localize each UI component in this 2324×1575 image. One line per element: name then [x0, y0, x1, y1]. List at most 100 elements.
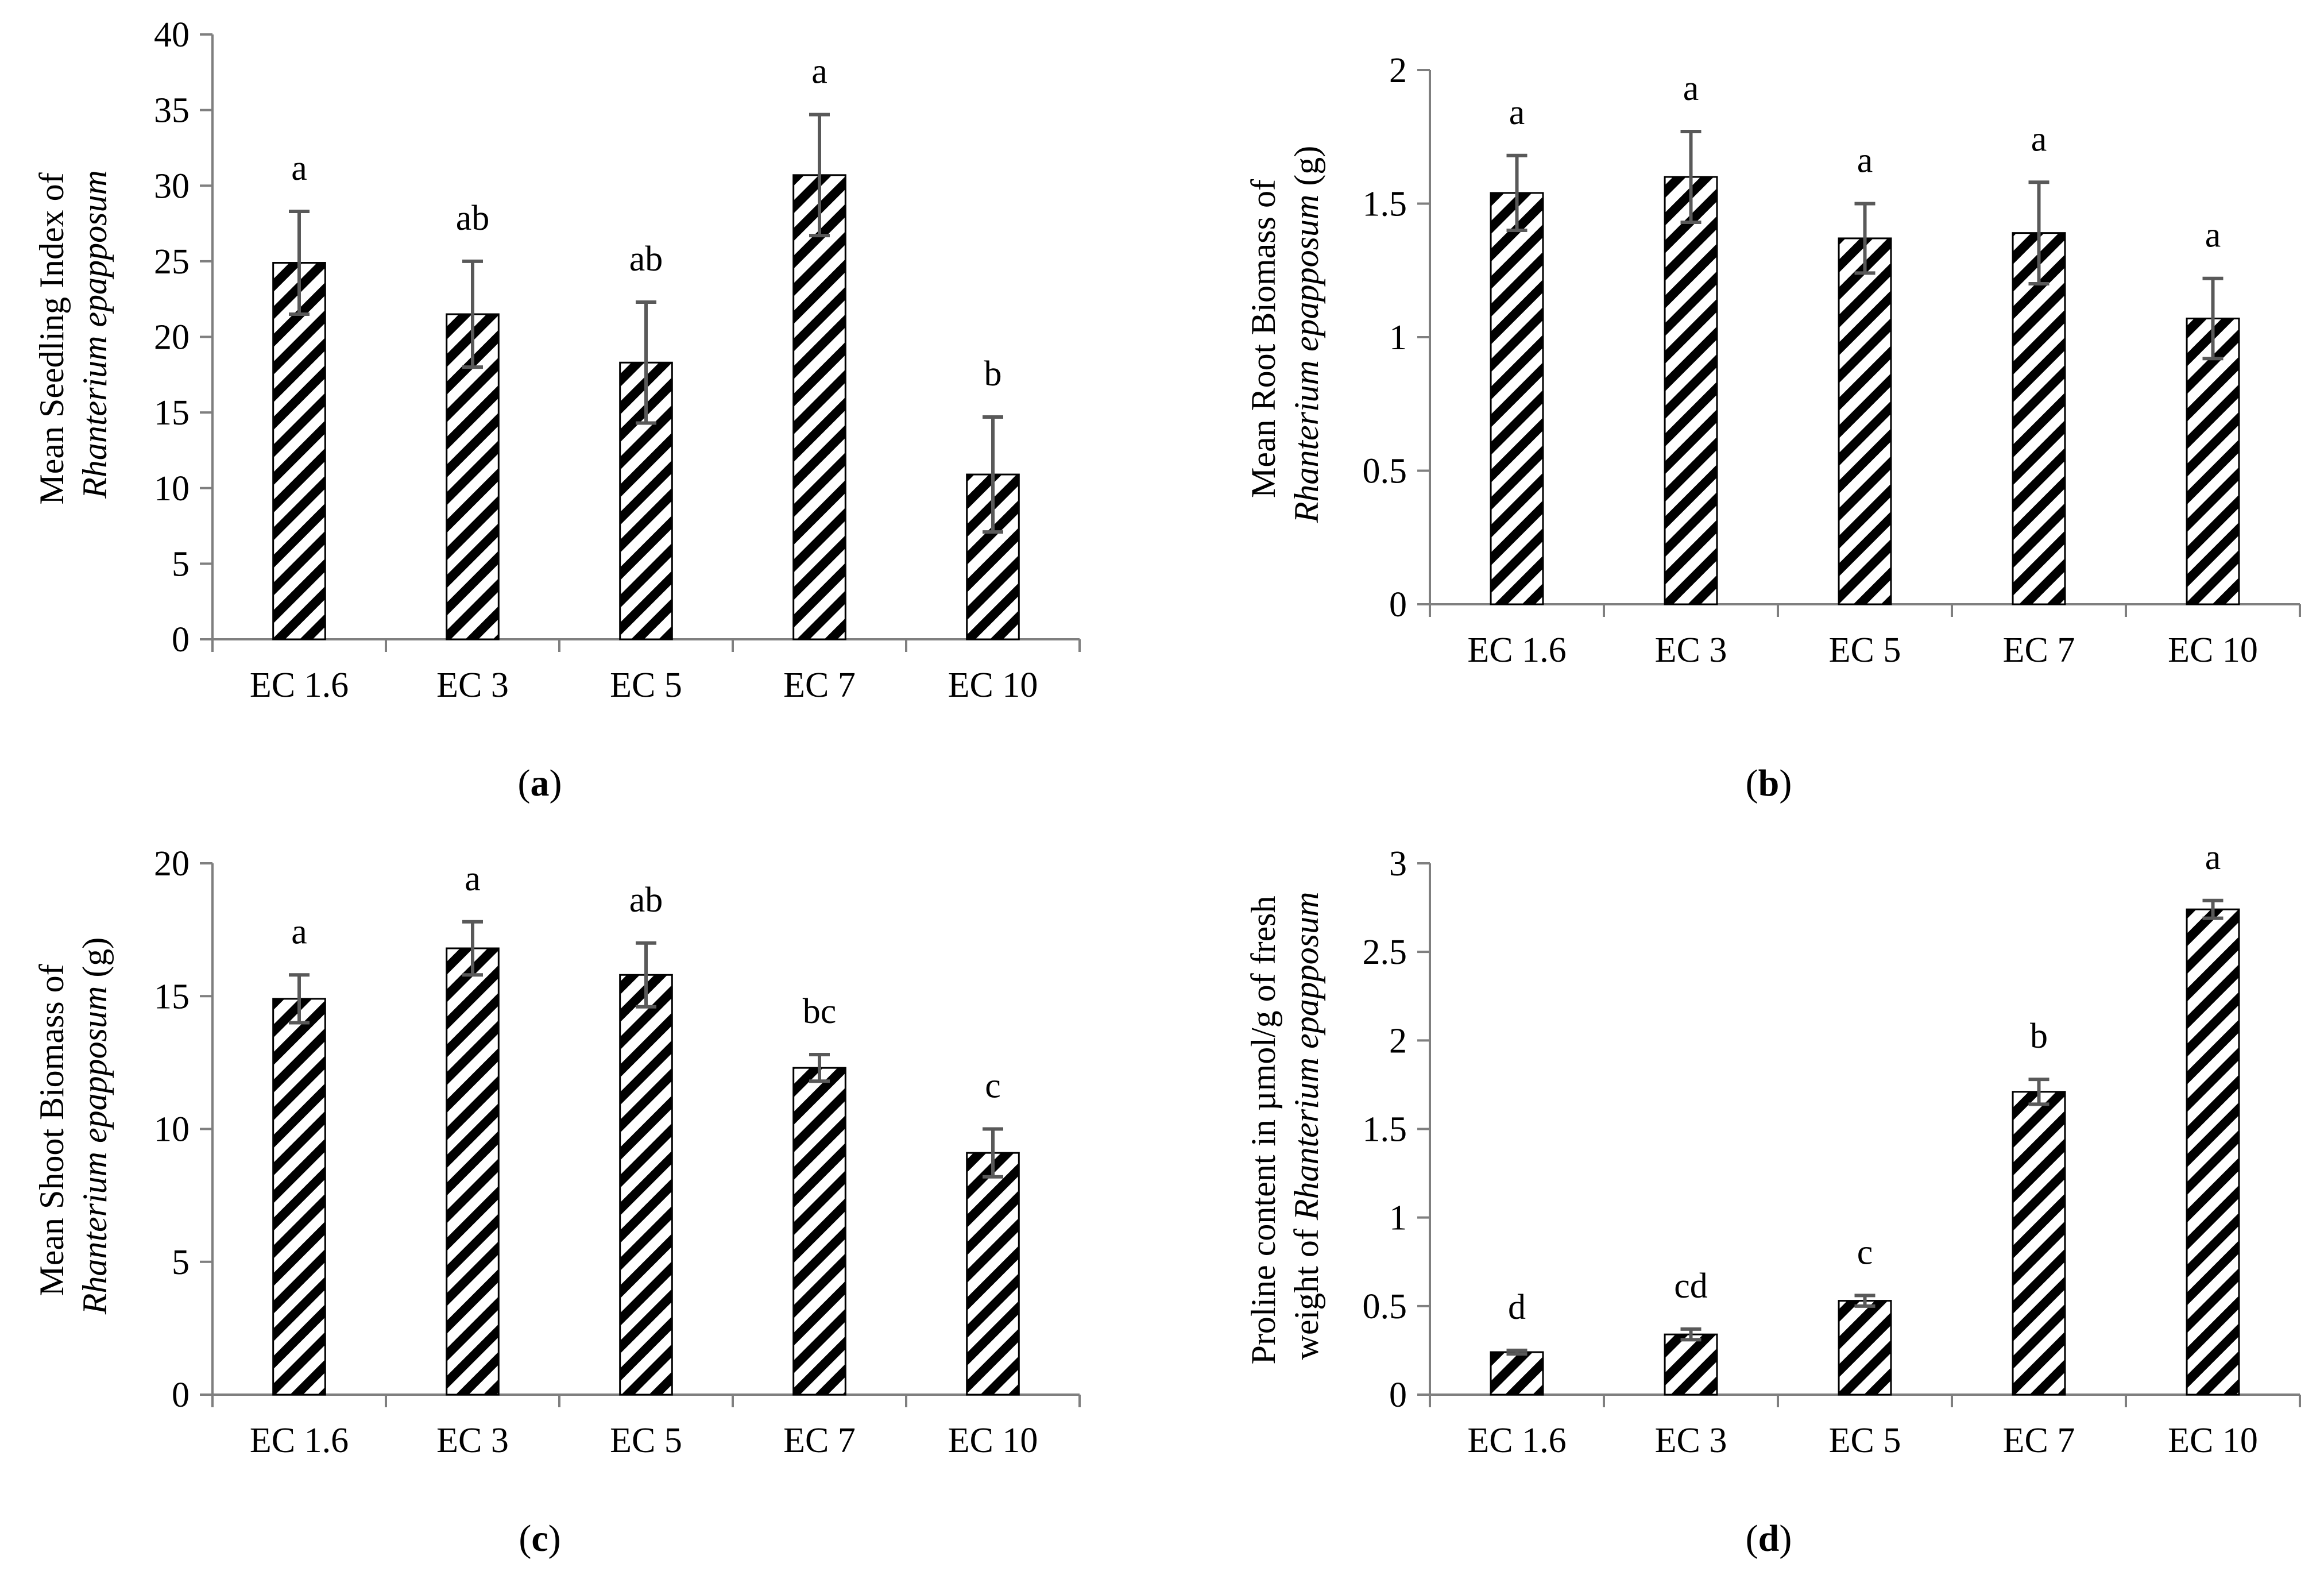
panel-c-ylabel-unit: (g)	[76, 937, 114, 978]
panel-a-x-tick-label: EC 10	[948, 666, 1038, 705]
panel-c-x-tick-label: EC 10	[948, 1421, 1038, 1460]
panel-d-bar	[2186, 908, 2240, 1396]
panel-b-y-tick-label: 0.5	[1363, 452, 1407, 491]
panel-d-y-tick-label: 2	[1389, 1021, 1407, 1060]
panel-b-y-tick-label: 1	[1389, 318, 1407, 357]
panel-c-bar	[619, 974, 673, 1396]
panel-d-caption-letter: d	[1758, 1518, 1780, 1559]
panel-d-x-tick-label: EC 5	[1829, 1421, 1901, 1460]
panel-d-significance-letter: cd	[1674, 1267, 1708, 1306]
panel-a-y-tick-label: 20	[154, 318, 190, 357]
panel-c-significance-letter: a	[465, 859, 481, 898]
panel-b-x-tick-label: EC 1.6	[1467, 631, 1566, 670]
panel-c-y-tick-label: 20	[154, 844, 190, 883]
panel-b-significance-letter: a	[1857, 141, 1873, 180]
panel-d-y-tick-label: 0	[1389, 1376, 1407, 1415]
panel-d-bar	[1838, 1300, 1892, 1396]
panel-d-x-tick-label: EC 10	[2168, 1421, 2258, 1460]
panel-d-bar	[1490, 1351, 1544, 1396]
panel-d-ylabel-line2-text: weight of	[1287, 1229, 1325, 1360]
panel-d-significance-letter: c	[1857, 1233, 1873, 1272]
panel-d-x-tick-label: EC 1.6	[1467, 1421, 1566, 1460]
panel-b-bar	[2012, 232, 2066, 605]
panel-d-y-tick-label: 3	[1389, 844, 1407, 883]
panel-a-caption: (a)	[518, 762, 562, 804]
panel-c-x-tick-label: EC 5	[610, 1421, 682, 1460]
panel-b-significance-letter: a	[2031, 119, 2047, 159]
panel-b-ylabel-line1: Mean Root Biomass of	[1244, 179, 1282, 498]
panel-d-bar	[1664, 1333, 1718, 1396]
panel-a-y-tick-label: 40	[154, 16, 190, 55]
panel-c-x-tick-label: EC 7	[783, 1421, 856, 1460]
panel-d-ylabel: Proline content in µmol/g of fresh weigh…	[1244, 887, 1325, 1364]
panel-a-y-tick-label: 10	[154, 469, 190, 508]
panel-b-bar	[1664, 176, 1718, 605]
panel-d-caption: (d)	[1746, 1518, 1792, 1559]
panel-a-x-tick-label: EC 5	[610, 666, 682, 705]
panel-a-x-tick-label: EC 1.6	[250, 666, 349, 705]
panel-c-y-tick-label: 15	[154, 977, 190, 1016]
panel-c-bar	[792, 1067, 846, 1396]
panel-b-significance-letter: a	[2205, 216, 2221, 255]
panel-b-caption: (b)	[1746, 762, 1792, 804]
panel-a-bar	[272, 262, 326, 640]
panel-b-x-tick-label: EC 10	[2168, 631, 2258, 670]
panel-a-y-tick-label: 35	[154, 91, 190, 130]
panel-c-ylabel-line1: Mean Shoot Biomass of	[33, 964, 71, 1296]
panel-d-significance-letter: d	[1508, 1288, 1526, 1327]
panel-c-y-tick-label: 10	[154, 1110, 190, 1149]
panel-a-y-tick-label: 25	[154, 242, 190, 281]
panel-b-ylabel-line2: Rhanterium epapposum (g)	[1287, 146, 1325, 524]
panel-d-y-tick-label: 2.5	[1363, 933, 1407, 972]
panel-b-ylabel-unit: (g)	[1287, 146, 1325, 186]
panel-d-y-tick-label: 1.5	[1363, 1110, 1407, 1149]
panel-b: 0 0.5 1 1.5 2 a EC 1.6 a EC 3 a EC 5 a EC 7 a EC 10 Me…	[1244, 51, 2301, 804]
panel-a-y-tick-label: 30	[154, 167, 190, 206]
panel-a-y-tick-label: 15	[154, 393, 190, 433]
panel-a-bar	[792, 174, 846, 640]
panel-a-x-tick-label: EC 7	[783, 666, 856, 705]
panel-c-x-tick-label: EC 3	[436, 1421, 509, 1460]
panel-b-y-tick-label: 0	[1389, 585, 1407, 624]
panel-c-plot: 0 5 10 15 20 a EC 1.6 a EC 3 ab EC 5 bc EC 7 c EC 10	[154, 844, 1081, 1460]
panel-d-y-tick-label: 0.5	[1363, 1287, 1407, 1326]
panel-b-y-tick-label: 2	[1389, 51, 1407, 90]
panel-d-ylabel-line2: weight of Rhanterium epapposum	[1287, 892, 1325, 1360]
panel-b-caption-letter: b	[1758, 762, 1780, 804]
panel-c-ylabel-species: Rhanterium epapposum	[76, 986, 114, 1315]
panel-b-significance-letter: a	[1509, 93, 1525, 132]
panel-b-bar	[1490, 192, 1544, 605]
panel-b-bar	[2186, 317, 2240, 605]
panel-c-ylabel: Mean Shoot Biomass of Rhanterium epappos…	[33, 937, 114, 1315]
panel-d-x-tick-label: EC 7	[2003, 1421, 2075, 1460]
panel-b-bar	[1838, 237, 1892, 605]
panel-b-y-tick-label: 1.5	[1363, 185, 1407, 224]
panel-b-x-tick-label: EC 7	[2003, 631, 2075, 670]
panel-a-plot: 0 5 10 15 20 25 30 35 40 a EC 1.6 ab EC 3 ab EC 5 a EC 7…	[154, 16, 1081, 705]
panel-c: 0 5 10 15 20 a EC 1.6 a EC 3 ab EC 5 bc EC 7 c EC 10 M…	[33, 844, 1081, 1559]
panel-b-ylabel: Mean Root Biomass of Rhanterium epapposu…	[1244, 146, 1325, 524]
panel-a-significance-letter: ab	[456, 199, 490, 238]
panel-d-y-tick-label: 1	[1389, 1199, 1407, 1238]
panel-b-x-tick-label: EC 5	[1829, 631, 1901, 670]
panel-c-caption: (c)	[519, 1518, 560, 1559]
panel-d-ylabel-line1: Proline content in µmol/g of fresh	[1244, 895, 1282, 1364]
panel-a-significance-letter: a	[291, 149, 307, 188]
panel-c-bar	[966, 1152, 1020, 1396]
panel-a-significance-letter: a	[811, 52, 827, 91]
panel-d-significance-letter: a	[2205, 838, 2221, 877]
panel-a-significance-letter: ab	[629, 240, 663, 279]
panel-a-y-tick-label: 5	[172, 545, 190, 584]
panel-c-y-tick-label: 5	[172, 1243, 190, 1282]
panel-c-x-tick-label: EC 1.6	[250, 1421, 349, 1460]
panel-c-bar	[272, 998, 326, 1396]
panel-d-bar	[2012, 1091, 2066, 1396]
panel-a: 0 5 10 15 20 25 30 35 40 a EC 1.6 ab EC 3 ab EC 5 a EC 7…	[33, 16, 1081, 804]
panel-a-x-tick-label: EC 3	[436, 666, 509, 705]
panel-a-ylabel-species: Rhanterium epapposum	[76, 170, 114, 499]
panel-d-significance-letter: b	[2030, 1017, 2048, 1056]
panel-b-significance-letter: a	[1683, 69, 1699, 108]
panel-c-ylabel-line2: Rhanterium epapposum (g)	[76, 937, 114, 1315]
panel-a-y-tick-label: 0	[172, 620, 190, 659]
